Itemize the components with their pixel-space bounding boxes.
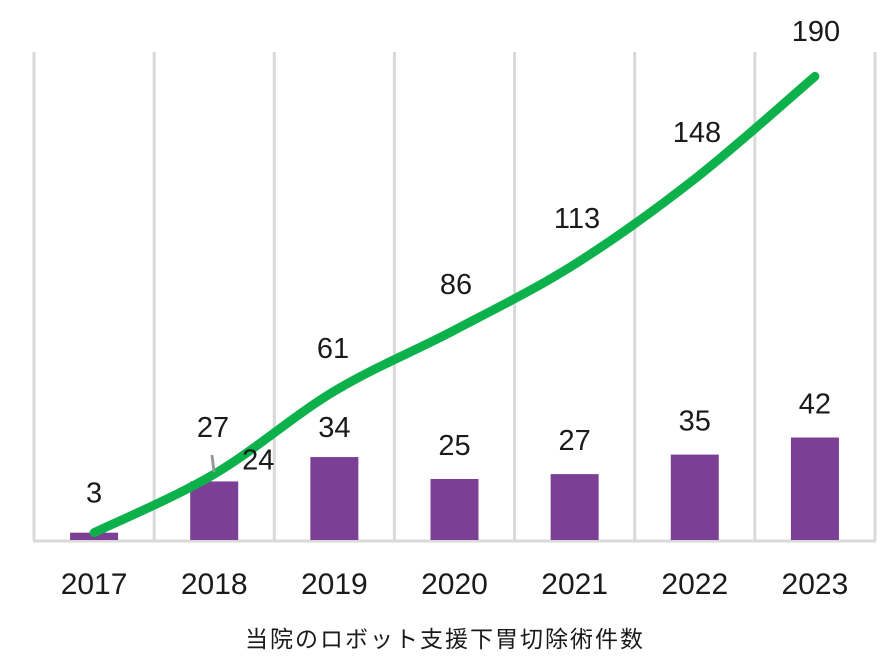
leader-line-2018 — [210, 454, 216, 473]
cumulative-line — [89, 71, 820, 538]
x-tick-2023: 2023 — [782, 568, 849, 601]
data-labels: 3 24 34 25 27 35 42 27 61 86 113 148 190 — [86, 16, 840, 510]
x-tick-2017: 2017 — [61, 568, 128, 601]
line-label-2020: 86 — [440, 269, 472, 301]
bars — [70, 437, 839, 540]
chart-caption: 当院のロボット支援下胃切除術件数 — [245, 627, 645, 653]
x-tick-2018: 2018 — [181, 568, 248, 601]
x-tick-2021: 2021 — [541, 568, 608, 601]
x-tick-2019: 2019 — [301, 568, 368, 601]
bar-2021 — [550, 474, 599, 540]
bar-2019 — [310, 457, 359, 540]
bar-label-2018: 24 — [242, 444, 274, 476]
x-axis-ticks: 2017 2018 2019 2020 2021 2022 2023 — [61, 568, 849, 601]
bar-2022 — [670, 454, 719, 540]
bar-label-2020: 25 — [438, 430, 470, 462]
bar-label-2019: 34 — [318, 412, 350, 444]
bar-label-2017: 3 — [86, 478, 102, 510]
line-label-2023: 190 — [792, 16, 840, 48]
line-label-2021: 113 — [554, 203, 600, 235]
bar-2018 — [190, 481, 239, 540]
bar-2023 — [790, 437, 839, 540]
bar-2020 — [430, 479, 479, 540]
bar-label-2023: 42 — [799, 389, 831, 421]
line-label-2019: 61 — [317, 333, 349, 365]
bar-label-2022: 35 — [679, 406, 711, 438]
line-label-2018: 27 — [197, 412, 229, 444]
x-tick-2022: 2022 — [661, 568, 728, 601]
x-tick-2020: 2020 — [421, 568, 488, 601]
line-label-2022: 148 — [673, 117, 721, 149]
bar-label-2021: 27 — [559, 425, 591, 457]
